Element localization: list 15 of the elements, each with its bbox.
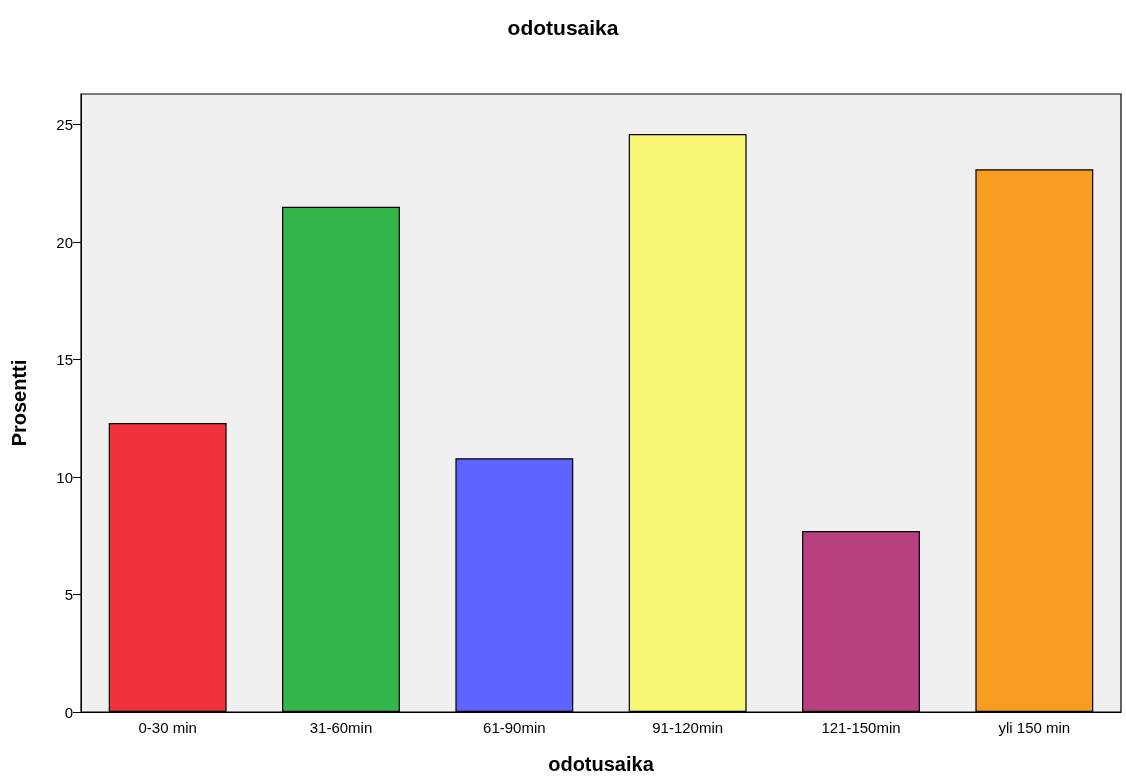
x-tick-label: 31-60min — [309, 719, 373, 736]
y-tick-label: 0 — [64, 703, 73, 721]
y-tick-label: 15 — [56, 351, 73, 369]
y-tick-label: 20 — [56, 233, 73, 251]
y-tick-label: 25 — [56, 116, 73, 134]
x-tick-label: 61-90min — [483, 719, 546, 736]
y-tick-label: 5 — [64, 586, 73, 604]
x-tick-label: 121-150min — [821, 719, 901, 736]
chart-title: odotusaika — [507, 16, 619, 39]
x-tick-label: yli 150 min — [998, 719, 1071, 736]
x-tick-label: 0-30 min — [138, 719, 197, 736]
x-axis-title: odotusaika — [548, 753, 655, 775]
y-axis-title: Prosentti — [8, 359, 30, 447]
x-tick-label: 91-120min — [652, 719, 724, 736]
y-tick-label: 10 — [56, 468, 73, 486]
